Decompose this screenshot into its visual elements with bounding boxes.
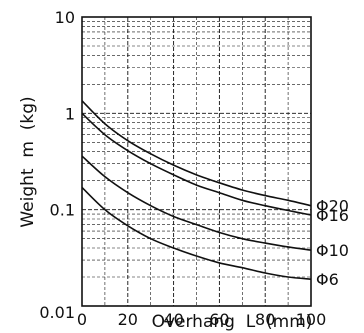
series-label-2: Φ16 xyxy=(316,206,349,225)
y-axis-label: Weight m (kg) xyxy=(18,96,38,227)
series-line-2 xyxy=(81,112,312,216)
x-tick-label: 100 xyxy=(296,310,327,329)
x-tick-label: 40 xyxy=(163,310,183,329)
curves xyxy=(81,100,312,280)
y-tick-label: 0.1 xyxy=(50,201,75,220)
x-tick-label: 0 xyxy=(77,310,87,329)
series-label-3: Φ10 xyxy=(316,241,349,260)
series-line-3 xyxy=(81,155,312,251)
series-label-1: Φ20 xyxy=(316,197,349,216)
series-label-4: Φ6 xyxy=(316,270,339,289)
x-tick-label: 60 xyxy=(209,310,229,329)
grid xyxy=(82,17,311,306)
series-line-4 xyxy=(81,186,312,280)
y-tick-label: 0.01 xyxy=(39,303,75,322)
x-tick-label: 80 xyxy=(255,310,275,329)
y-tick-label: 1 xyxy=(65,104,75,123)
plot-frame xyxy=(81,16,312,307)
y-tick-label: 10 xyxy=(55,8,75,27)
series-line-1 xyxy=(81,100,312,207)
x-axis-label: Overhang L (mm) xyxy=(152,312,313,332)
x-tick-label: 20 xyxy=(118,310,138,329)
tick-labels: 0 20 40 60 80 100 0.01 0.1 1 10 xyxy=(39,8,326,329)
